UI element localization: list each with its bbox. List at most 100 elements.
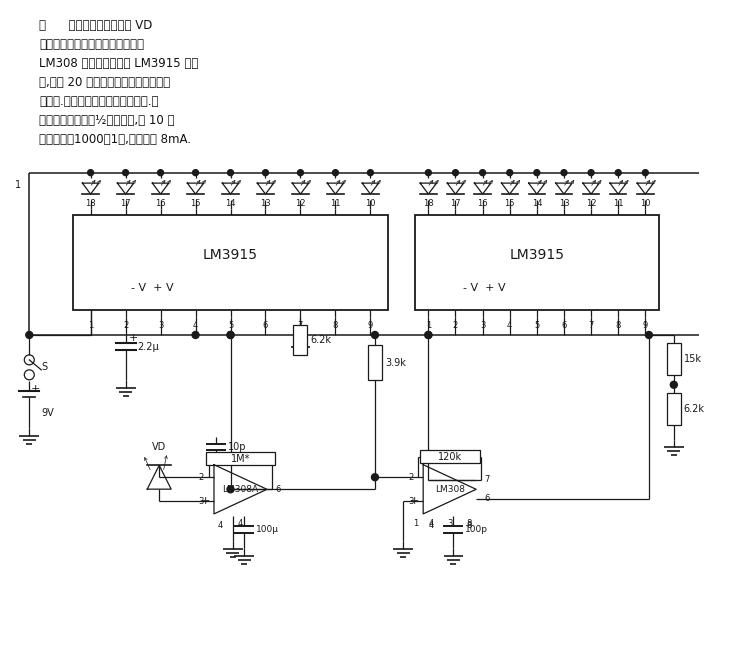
Text: 13: 13: [260, 199, 270, 208]
Text: 15: 15: [190, 199, 201, 208]
Text: 8: 8: [616, 321, 621, 329]
Text: 1: 1: [88, 321, 94, 329]
Text: 4: 4: [193, 321, 198, 329]
Text: +: +: [410, 497, 419, 506]
Text: 18: 18: [86, 199, 96, 208]
Text: 120k: 120k: [438, 452, 462, 462]
Circle shape: [262, 170, 268, 176]
Text: 16: 16: [155, 199, 166, 208]
Text: 2: 2: [453, 321, 458, 329]
Text: 15: 15: [504, 199, 515, 208]
Text: 4: 4: [428, 522, 433, 530]
Text: 1: 1: [15, 180, 21, 190]
Text: 6: 6: [263, 321, 268, 329]
Text: 7: 7: [588, 321, 594, 329]
Text: 100μ: 100μ: [257, 525, 279, 534]
Circle shape: [507, 170, 512, 176]
Circle shape: [123, 170, 129, 176]
Text: S: S: [41, 362, 48, 372]
Text: 2.2μ: 2.2μ: [137, 342, 159, 352]
Text: 7: 7: [298, 321, 303, 329]
Circle shape: [670, 381, 678, 388]
Text: 11: 11: [613, 199, 624, 208]
Text: 6.2k: 6.2k: [311, 335, 331, 345]
Circle shape: [452, 170, 458, 176]
Text: 1: 1: [413, 520, 418, 528]
Text: 10: 10: [366, 199, 376, 208]
Text: 4: 4: [507, 321, 512, 329]
Text: 4: 4: [238, 520, 243, 528]
Circle shape: [88, 170, 94, 176]
Text: 测量范围（1000：1）,消耗电流 8mA.: 测量范围（1000：1）,消耗电流 8mA.: [39, 133, 192, 146]
Text: LM3915: LM3915: [203, 248, 258, 262]
Text: 100p: 100p: [466, 525, 488, 534]
Circle shape: [298, 170, 303, 176]
Text: 3: 3: [408, 497, 413, 506]
Circle shape: [26, 331, 33, 338]
Text: 5: 5: [228, 321, 233, 329]
Text: 3: 3: [447, 520, 452, 528]
Circle shape: [425, 170, 431, 176]
Bar: [667, 343, 681, 375]
Text: +: +: [129, 333, 138, 343]
Text: 3.9k: 3.9k: [385, 358, 406, 368]
Circle shape: [227, 331, 234, 338]
Circle shape: [192, 170, 199, 176]
Text: -: -: [415, 472, 419, 482]
Text: 3: 3: [199, 497, 204, 506]
Text: 14: 14: [531, 199, 542, 208]
Text: 6: 6: [484, 494, 490, 503]
Circle shape: [643, 170, 648, 176]
Circle shape: [534, 170, 539, 176]
Text: 13: 13: [558, 199, 569, 208]
Text: 4: 4: [218, 522, 223, 530]
Text: 6: 6: [561, 321, 567, 329]
Text: 9: 9: [643, 321, 648, 329]
Bar: [205, 452, 276, 465]
Text: -: -: [206, 472, 210, 482]
Bar: [368, 345, 382, 380]
Text: 2: 2: [123, 321, 128, 329]
Bar: [294, 325, 308, 355]
Text: 4: 4: [428, 520, 433, 528]
Text: 12: 12: [586, 199, 596, 208]
Text: 端,通过 20 个发光二极管可显示光照度: 端,通过 20 个发光二极管可显示光照度: [39, 76, 170, 89]
Text: 2: 2: [408, 473, 413, 482]
Circle shape: [425, 331, 432, 338]
Circle shape: [561, 170, 567, 176]
Text: +: +: [200, 497, 210, 506]
Text: 14: 14: [225, 199, 236, 208]
Text: 17: 17: [450, 199, 461, 208]
Bar: [667, 393, 681, 424]
Circle shape: [371, 331, 379, 338]
Text: 5: 5: [534, 321, 539, 329]
Text: 12: 12: [295, 199, 306, 208]
Text: 1M*: 1M*: [231, 454, 250, 464]
Circle shape: [616, 170, 621, 176]
Text: 1: 1: [425, 321, 431, 329]
Circle shape: [425, 331, 432, 338]
Circle shape: [371, 474, 379, 481]
Text: 2: 2: [199, 473, 204, 482]
Bar: [420, 450, 480, 463]
Text: 3: 3: [158, 321, 163, 329]
Text: LM3915: LM3915: [510, 248, 564, 262]
Text: LM308: LM308: [435, 485, 465, 494]
Circle shape: [227, 170, 233, 176]
Circle shape: [192, 331, 199, 338]
Text: 17: 17: [121, 199, 131, 208]
Text: 3: 3: [480, 321, 485, 329]
Circle shape: [227, 486, 234, 493]
Text: 7: 7: [484, 476, 490, 484]
Text: LM308 放大后送至两片 LM3915 输入: LM308 放大后送至两片 LM3915 输入: [39, 57, 199, 70]
Bar: [414, 215, 659, 310]
Bar: [73, 215, 388, 310]
Text: 8: 8: [466, 520, 471, 528]
Text: 10p: 10p: [227, 442, 246, 452]
Text: 9: 9: [368, 321, 373, 329]
Text: 6.2k: 6.2k: [683, 403, 705, 414]
Text: 18: 18: [423, 199, 433, 208]
Text: 9V: 9V: [41, 407, 54, 418]
Text: LM308A: LM308A: [222, 485, 259, 494]
Text: 11: 11: [330, 199, 341, 208]
